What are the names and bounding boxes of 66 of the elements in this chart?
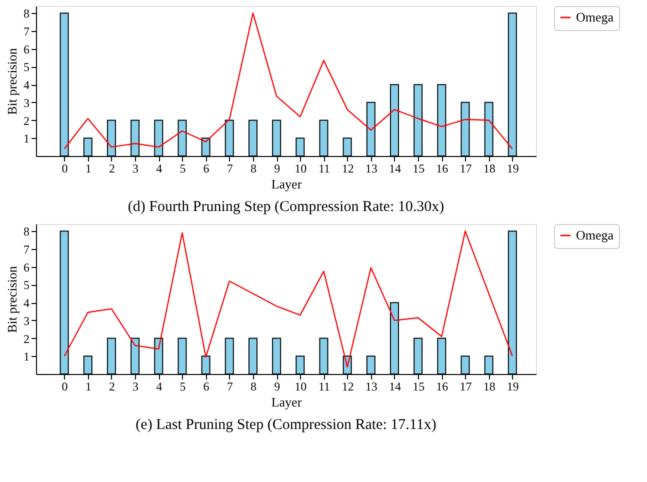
- x-tick-label: 0: [62, 380, 68, 394]
- x-tick-label: 15: [412, 380, 425, 394]
- text: (e) Last Pruning Step (Compression Rate: 17.11x): [136, 417, 436, 433]
- y-tick-label: 4: [24, 78, 30, 92]
- x-tick-label: 10: [294, 380, 307, 394]
- x-tick-label: 16: [436, 162, 448, 176]
- x-tick-label: 15: [412, 162, 425, 176]
- x-tick-label: 11: [318, 380, 330, 394]
- x-tick-label: 17: [460, 380, 472, 394]
- x-tick-label: 18: [483, 162, 496, 176]
- x-tick-label: 13: [365, 380, 378, 394]
- x-tick-label: 2: [108, 162, 115, 176]
- x-tick-label: 19: [506, 380, 519, 394]
- line-series: [64, 230, 514, 368]
- y-tick-label: 8: [24, 6, 30, 21]
- x-tick-label: 13: [365, 162, 378, 176]
- x-tick-label: 3: [132, 380, 139, 394]
- x-tick-label: 5: [180, 162, 186, 176]
- x-tick-label: 9: [274, 162, 280, 176]
- legend-label: Omega: [576, 10, 614, 24]
- y-axis-title: Bit precision: [4, 48, 20, 115]
- y-tick-label: 5: [24, 60, 30, 74]
- y-tick-label: 7: [24, 24, 30, 38]
- y-tick-label: 5: [24, 278, 30, 292]
- x-tick-label: 17: [460, 162, 472, 176]
- x-tick-label: 14: [388, 162, 401, 176]
- legend-label: Omega: [576, 228, 614, 242]
- x-tick-label: 8: [250, 162, 256, 176]
- y-axis-title: Bit precision: [4, 266, 20, 333]
- x-tick-label: 7: [226, 162, 233, 176]
- x-tick-label: 14: [388, 380, 401, 394]
- x-tick-label: 18: [483, 380, 496, 394]
- y-tick-label: 1: [24, 350, 30, 364]
- y-tick-label: 6: [24, 260, 30, 274]
- x-tick-label: 12: [342, 380, 354, 394]
- y-tick-label: 2: [24, 114, 30, 128]
- x-tick-label: 5: [180, 380, 186, 394]
- line-series: [64, 12, 514, 150]
- x-tick-label: 7: [226, 380, 233, 394]
- y-tick-label: 3: [24, 314, 30, 328]
- x-tick-label: 10: [294, 162, 307, 176]
- x-tick-label: 16: [436, 380, 448, 394]
- x-tick-label: 8: [250, 380, 256, 394]
- x-tick-label: 9: [274, 380, 280, 394]
- x-tick-label: 12: [342, 162, 354, 176]
- x-tick-label: 4: [156, 162, 162, 176]
- x-tick-label: 0: [62, 162, 68, 176]
- x-tick-label: 2: [108, 380, 115, 394]
- x-tick-label: 3: [132, 162, 139, 176]
- y-tick-label: 2: [24, 332, 30, 346]
- y-tick-label: 8: [24, 224, 30, 239]
- x-tick-label: 1: [85, 380, 92, 394]
- x-tick-label: 6: [203, 380, 210, 394]
- y-tick-label: 6: [24, 42, 30, 56]
- y-tick-label: 1: [24, 132, 30, 146]
- x-tick-label: 19: [506, 162, 519, 176]
- x-tick-label: 1: [85, 162, 92, 176]
- text: (d) Fourth Pruning Step (Compression Rate: 10.30x): [128, 199, 444, 215]
- x-tick-label: 4: [156, 380, 162, 394]
- x-tick-label: 6: [203, 162, 210, 176]
- x-tick-label: 11: [318, 162, 330, 176]
- y-tick-label: 7: [24, 242, 30, 256]
- y-tick-label: 4: [24, 296, 30, 310]
- y-tick-label: 3: [24, 96, 30, 110]
- x-axis-title: Layer: [271, 394, 302, 410]
- x-axis-title: Layer: [271, 176, 302, 192]
